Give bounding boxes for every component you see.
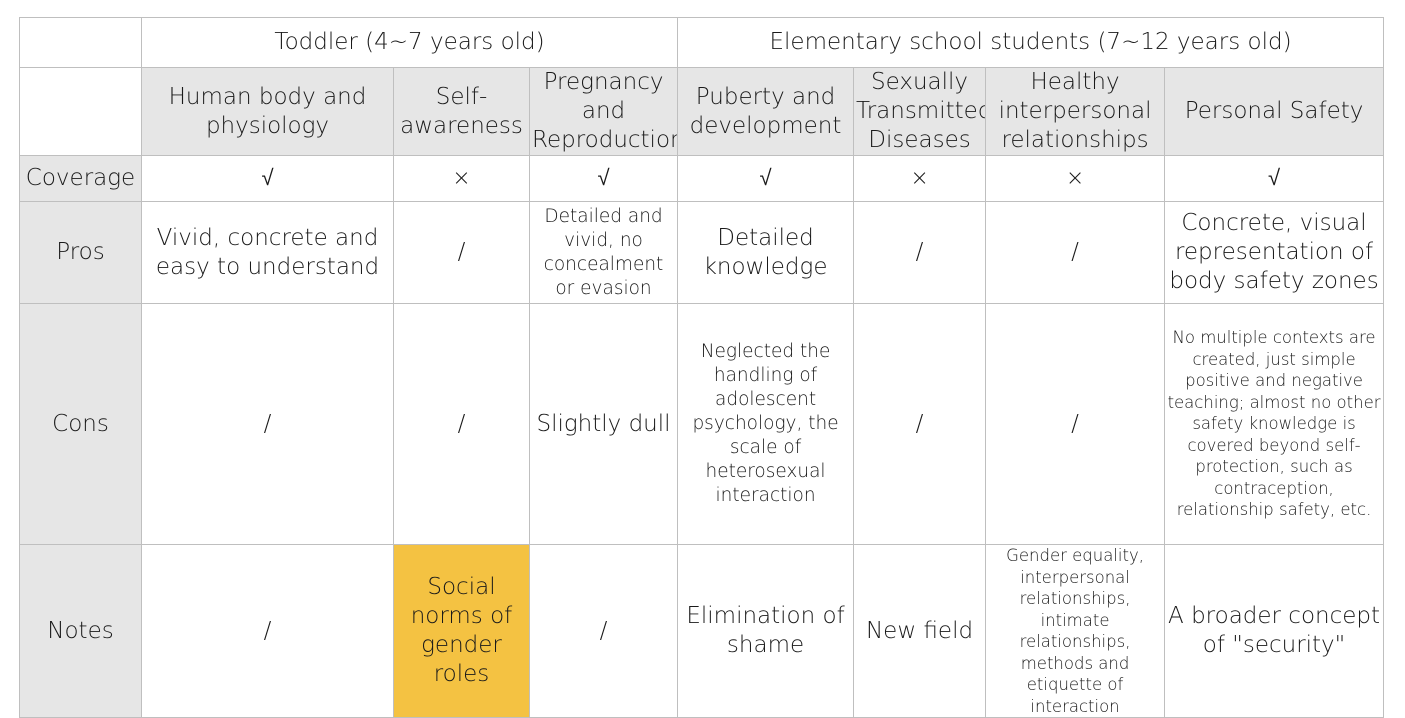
pros-cell: /: [985, 201, 1166, 304]
pros-cell: Detailed and vivid, no concealment or ev…: [528, 201, 679, 304]
coverage-cell: ×: [393, 155, 530, 202]
row-label-coverage: Coverage: [19, 155, 142, 202]
pros-cell: /: [393, 201, 530, 304]
age-group-header-row: Toddler (4~7 years old) Elementary schoo…: [19, 17, 1385, 68]
corner-cell-2: [19, 67, 142, 156]
coverage-row: Coverage √ × √ √ × × √: [19, 155, 1385, 202]
topic-self-awareness: Self-awareness: [393, 67, 530, 156]
pros-cell: Vivid, concrete and easy to understand: [141, 201, 394, 304]
row-label-cons: Cons: [19, 303, 142, 545]
cons-cell: /: [393, 303, 530, 545]
topic-personal-safety: Personal Safety: [1164, 67, 1385, 156]
topic-puberty: Puberty and development: [677, 67, 855, 156]
notes-cell: A broader concept of "security": [1164, 544, 1385, 718]
row-label-pros: Pros: [19, 201, 142, 304]
coverage-cell: ×: [853, 155, 987, 202]
coverage-cell: √: [677, 155, 855, 202]
notes-cell: New field: [853, 544, 987, 718]
cons-row: Cons / / Slightly dull Neglected the han…: [19, 303, 1385, 545]
curriculum-comparison-table: Toddler (4~7 years old) Elementary schoo…: [19, 17, 1385, 718]
pros-cell: Detailed knowledge: [677, 201, 855, 304]
toddler-group-header: Toddler (4~7 years old): [140, 17, 679, 68]
topic-header-row: Human body and physiology Self-awareness…: [19, 67, 1385, 156]
pros-row: Pros Vivid, concrete and easy to underst…: [19, 201, 1385, 304]
notes-cell: /: [528, 544, 679, 718]
notes-cell: Elimination of shame: [677, 544, 855, 718]
coverage-cell: √: [528, 155, 679, 202]
elementary-group-header: Elementary school students (7~12 years o…: [677, 17, 1385, 68]
topic-relationships: Healthy interpersonal relationships: [985, 67, 1166, 156]
cons-cell: /: [141, 303, 394, 545]
cons-cell: Slightly dull: [528, 303, 679, 545]
notes-cell-highlighted: Social norms of gender roles: [393, 544, 530, 718]
cons-cell: /: [853, 303, 987, 545]
corner-cell: [19, 17, 142, 68]
cons-cell: /: [985, 303, 1166, 545]
notes-row: Notes / Social norms of gender roles / E…: [19, 544, 1385, 718]
pros-cell: /: [853, 201, 987, 304]
cons-cell: Neglected the handling of adolescent psy…: [677, 303, 855, 545]
row-label-notes: Notes: [19, 544, 142, 718]
coverage-cell: ×: [985, 155, 1166, 202]
topic-pregnancy: Pregnancy and Reproduction: [528, 67, 679, 156]
topic-human-body: Human body and physiology: [141, 67, 394, 156]
cons-cell: No multiple contexts are created, just s…: [1164, 303, 1385, 545]
notes-cell: /: [141, 544, 394, 718]
notes-cell: Gender equality, interpersonal relations…: [985, 544, 1166, 718]
coverage-cell: √: [141, 155, 394, 202]
coverage-cell: √: [1164, 155, 1385, 202]
pros-cell: Concrete, visual representation of body …: [1164, 201, 1385, 304]
topic-std: Sexually Transmitted Diseases: [853, 67, 987, 156]
